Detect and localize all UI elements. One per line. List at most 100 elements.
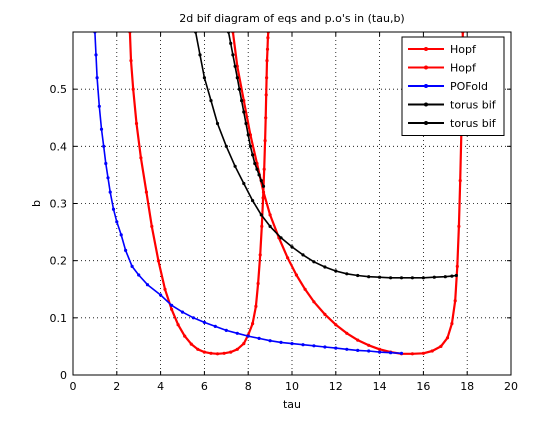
x-tick-label: 0 <box>70 380 77 393</box>
data-point <box>450 322 454 326</box>
data-point <box>303 287 307 291</box>
data-point <box>268 213 272 217</box>
data-point <box>265 47 270 51</box>
data-point <box>131 87 135 91</box>
data-point <box>268 339 272 343</box>
data-point <box>229 41 233 46</box>
legend-label: Hopf <box>450 43 477 56</box>
data-point <box>246 133 250 137</box>
data-point <box>213 324 217 328</box>
data-point <box>176 323 180 327</box>
data-point <box>137 273 141 277</box>
x-tick-label: 14 <box>373 380 387 393</box>
y-tick-label: 0.3 <box>50 198 68 211</box>
x-tick-label: 20 <box>504 380 518 393</box>
x-tick-label: 8 <box>245 380 252 393</box>
data-point <box>378 350 382 354</box>
data-point <box>345 272 349 276</box>
legend-label: Hopf <box>450 62 477 75</box>
series-4 <box>194 32 458 280</box>
data-point <box>410 352 414 356</box>
data-point <box>454 273 458 278</box>
data-point <box>99 127 104 131</box>
data-point <box>312 260 316 264</box>
x-tick-label: 12 <box>329 380 343 393</box>
x-tick-label: 18 <box>460 380 474 393</box>
data-point <box>323 312 327 316</box>
chart-title: 2d bif diagram of eqs and p.o's in (tau,… <box>179 12 404 25</box>
data-point <box>139 156 143 160</box>
data-point <box>266 36 270 40</box>
data-point <box>215 352 220 356</box>
series-1 <box>128 32 270 356</box>
legend-swatch-marker <box>424 84 428 88</box>
data-point <box>260 224 264 228</box>
series-5 <box>226 32 266 188</box>
data-point <box>255 161 259 166</box>
data-point <box>421 276 425 280</box>
data-point <box>432 275 436 279</box>
data-point <box>261 184 266 188</box>
data-point <box>453 299 457 303</box>
data-point <box>356 338 360 342</box>
data-point <box>290 245 294 249</box>
data-point <box>367 343 371 347</box>
data-point <box>240 99 244 103</box>
data-point <box>246 334 250 338</box>
data-point <box>458 179 462 183</box>
data-point <box>111 207 116 211</box>
data-point <box>443 275 447 279</box>
data-point <box>202 320 206 324</box>
axis-ticks: 0 2 4 6 8 10 12 14 16 18 20 0 0.1 0.2 0.3 0.4 0.5 <box>50 32 518 393</box>
x-axis-label: tau <box>283 398 301 411</box>
data-point <box>323 265 327 269</box>
data-point <box>196 347 200 351</box>
data-point <box>345 331 349 335</box>
data-point <box>94 53 98 57</box>
data-point <box>294 273 298 277</box>
data-point <box>265 59 269 63</box>
data-point <box>286 256 290 260</box>
data-point <box>242 110 246 114</box>
y-tick-label: 0.4 <box>50 140 68 153</box>
data-point <box>183 334 187 338</box>
data-point <box>235 76 239 80</box>
data-point <box>301 343 305 347</box>
data-point <box>257 336 261 340</box>
data-point <box>159 293 163 297</box>
data-point <box>334 323 338 327</box>
x-tick-label: 4 <box>157 380 164 393</box>
data-point <box>124 248 128 252</box>
data-point <box>290 342 294 346</box>
y-axis-label: b <box>30 200 43 207</box>
data-point <box>104 161 108 166</box>
legend-swatch-marker <box>424 121 428 125</box>
data-point <box>180 310 185 314</box>
data-point <box>450 274 454 278</box>
series-layer <box>93 32 465 356</box>
data-point <box>251 153 255 157</box>
data-point <box>130 264 134 268</box>
data-point <box>242 181 246 186</box>
data-point <box>312 344 316 348</box>
legend: Hopf Hopf POFold torus bif torus bif <box>401 36 505 136</box>
data-point <box>108 190 112 194</box>
data-point <box>134 121 139 126</box>
y-tick-label: 0 <box>60 369 67 382</box>
data-point <box>233 64 237 68</box>
data-point <box>242 342 246 346</box>
data-point <box>119 233 123 237</box>
data-point <box>231 53 235 57</box>
legend-label: torus bif <box>450 117 497 130</box>
data-point <box>102 144 106 148</box>
data-point <box>301 253 305 257</box>
legend-swatch-marker <box>424 65 428 70</box>
x-tick-label: 2 <box>113 380 120 393</box>
data-point <box>261 190 266 194</box>
data-point <box>345 347 349 351</box>
data-point <box>389 276 393 280</box>
legend-label: POFold <box>450 80 488 93</box>
data-point <box>334 346 338 350</box>
data-point <box>144 190 148 194</box>
